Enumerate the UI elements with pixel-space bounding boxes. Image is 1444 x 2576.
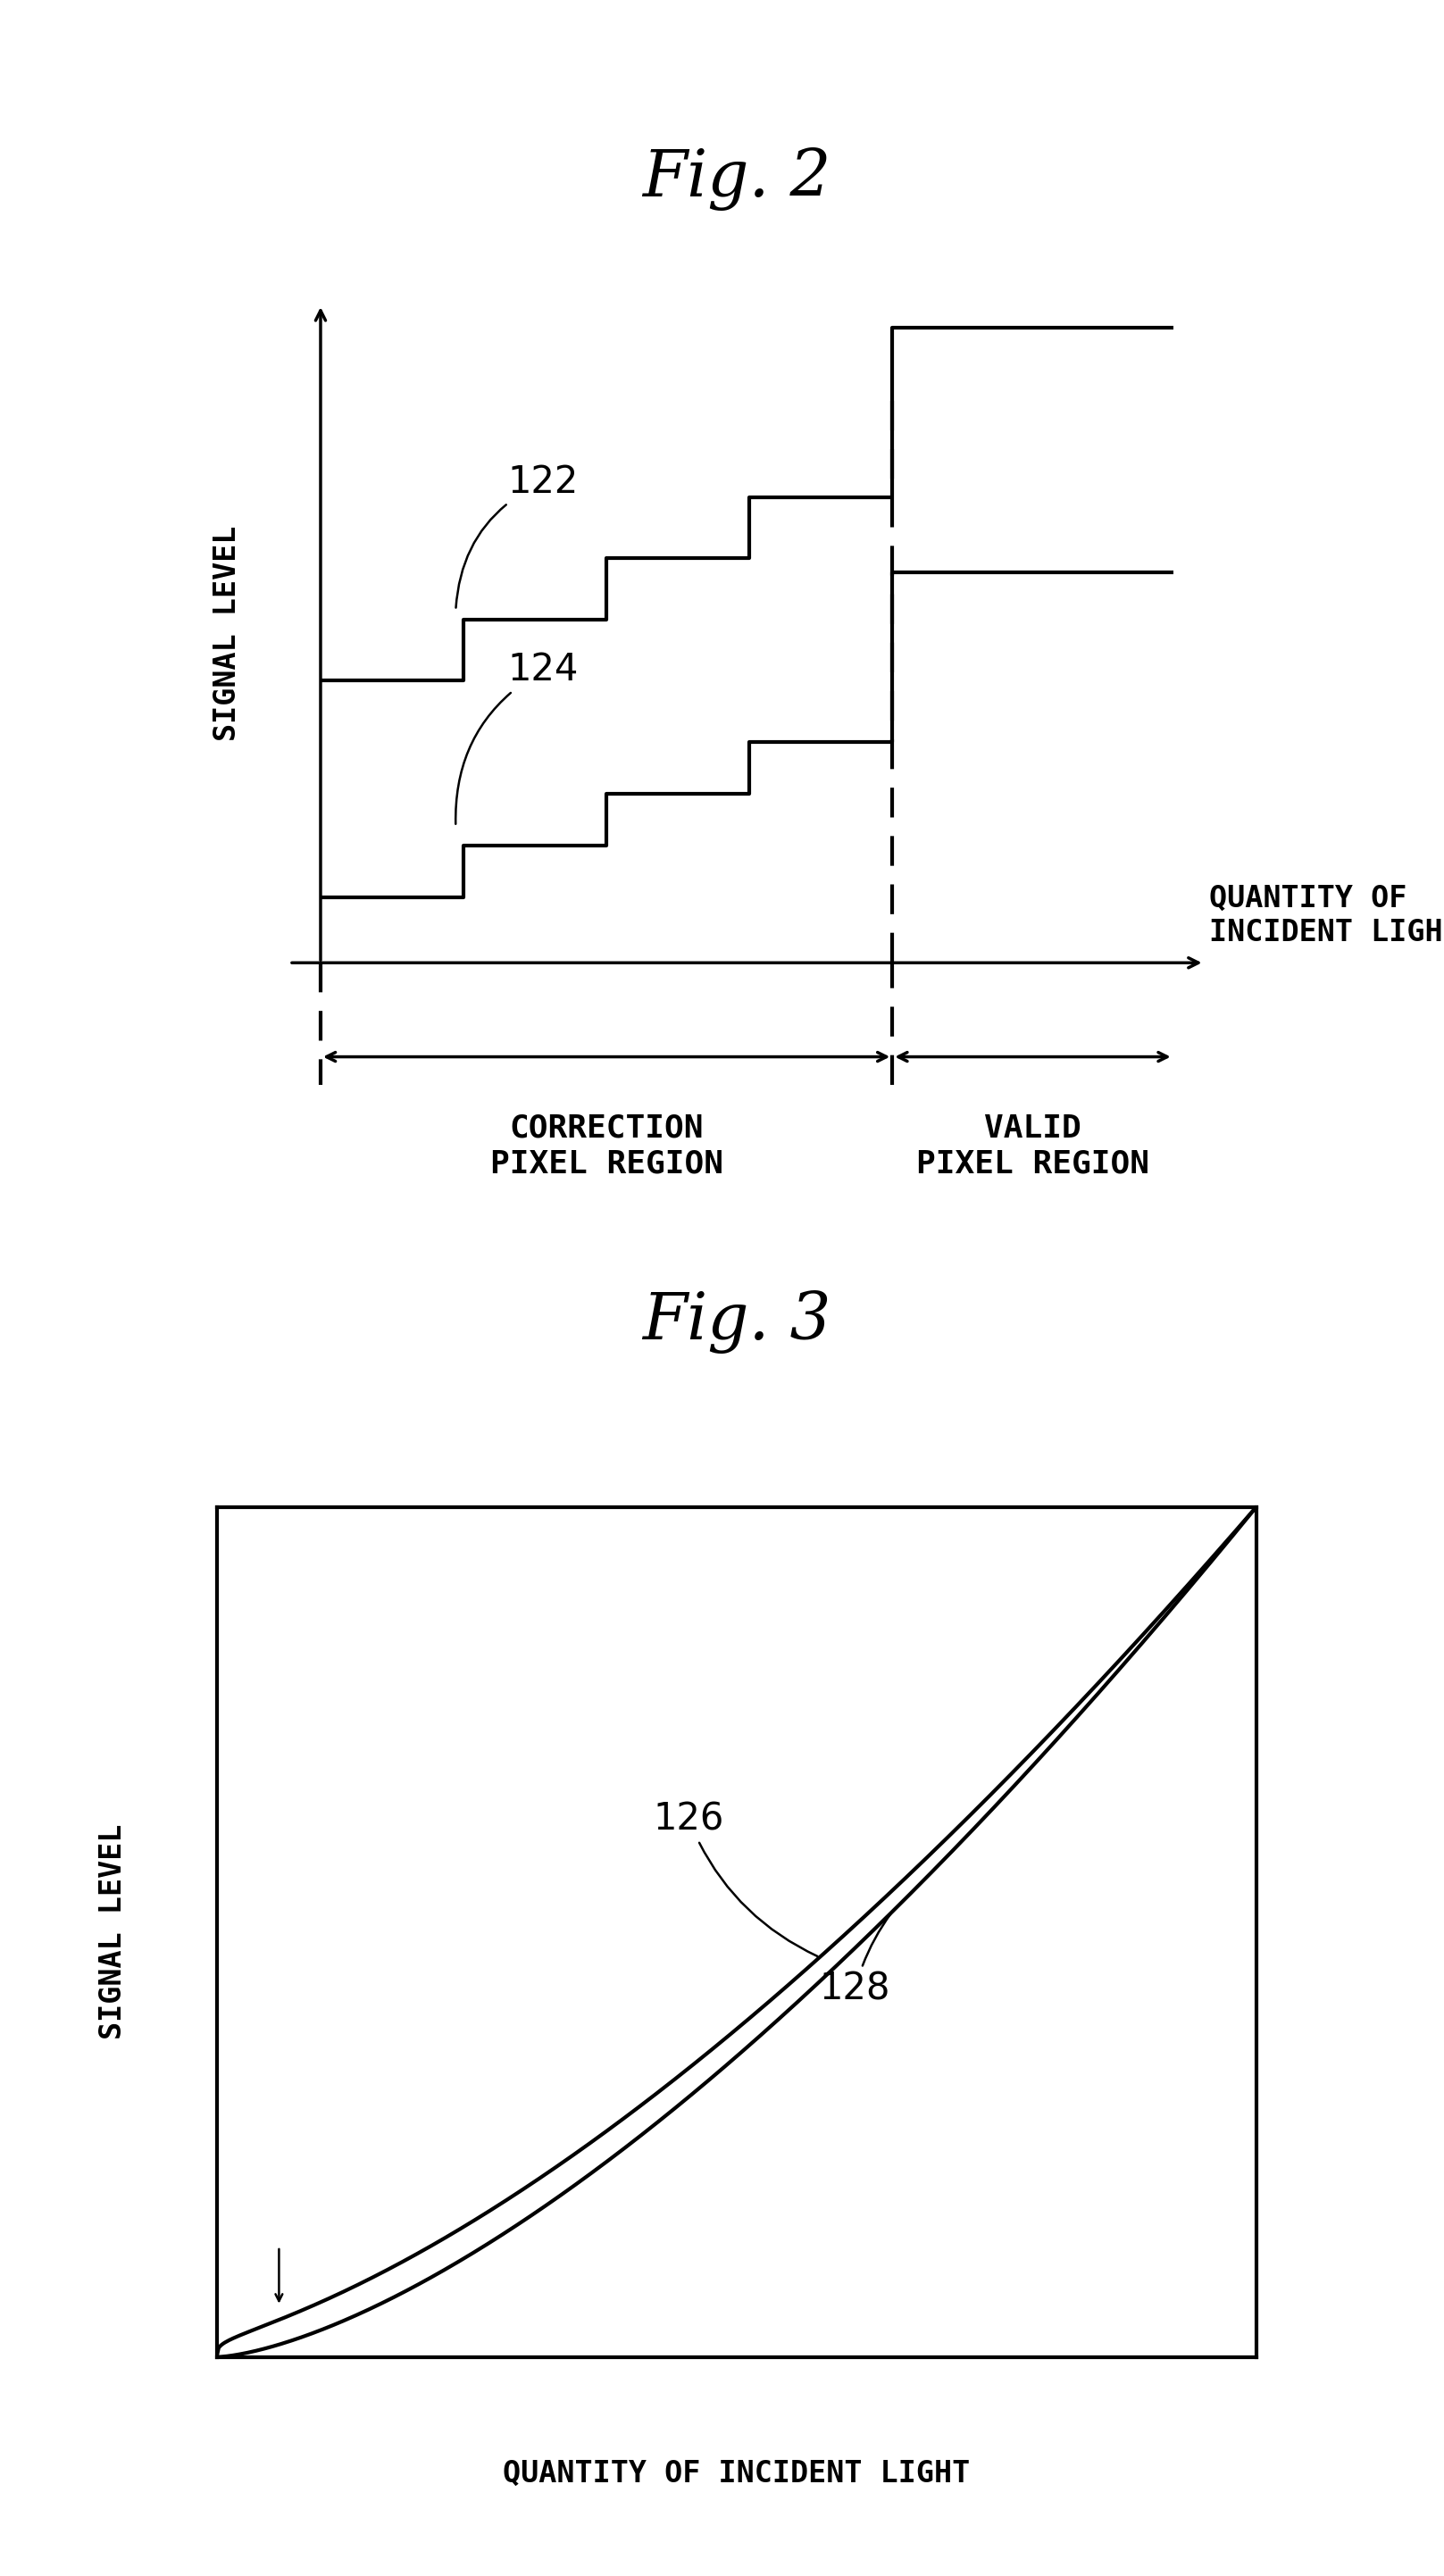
Text: VALID
PIXEL REGION: VALID PIXEL REGION xyxy=(915,1113,1149,1180)
Text: Fig. 3: Fig. 3 xyxy=(643,1291,830,1355)
Text: SIGNAL LEVEL: SIGNAL LEVEL xyxy=(212,526,241,742)
Text: SIGNAL LEVEL: SIGNAL LEVEL xyxy=(98,1824,127,2040)
Text: QUANTITY OF
INCIDENT LIGHT: QUANTITY OF INCIDENT LIGHT xyxy=(1210,884,1444,948)
Text: 126: 126 xyxy=(653,1801,817,1955)
Text: 124: 124 xyxy=(456,652,579,824)
Text: 122: 122 xyxy=(456,464,579,608)
Text: CORRECTION
PIXEL REGION: CORRECTION PIXEL REGION xyxy=(490,1113,723,1180)
Text: 128: 128 xyxy=(820,1914,891,2009)
Text: QUANTITY OF INCIDENT LIGHT: QUANTITY OF INCIDENT LIGHT xyxy=(503,2460,970,2488)
Text: Fig. 2: Fig. 2 xyxy=(643,147,830,211)
